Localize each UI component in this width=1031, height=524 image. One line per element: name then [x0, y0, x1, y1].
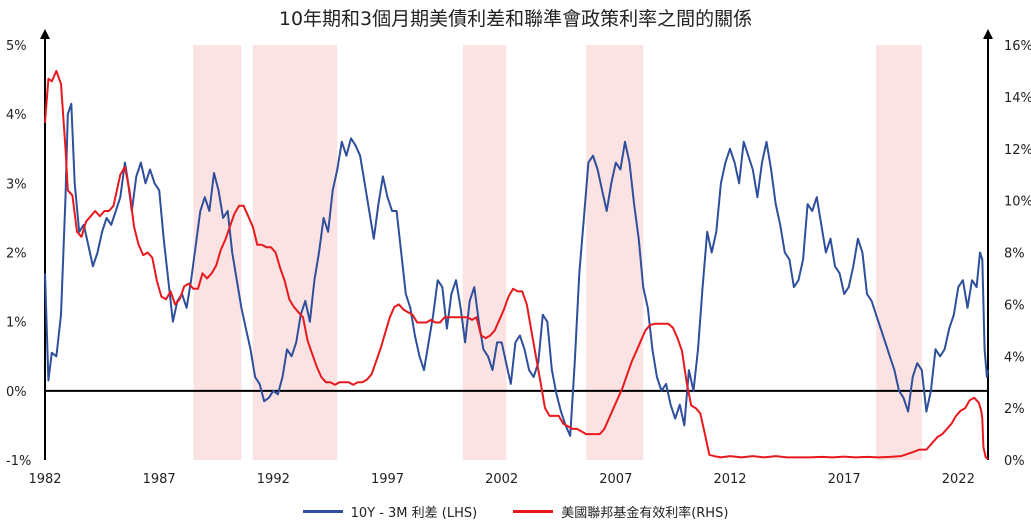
left-tick-label: 4%	[6, 108, 27, 123]
right-axis-arrow	[983, 29, 993, 39]
legend-label-spread: 10Y - 3M 利差 (LHS)	[350, 506, 478, 521]
x-tick-label: 2012	[713, 472, 746, 487]
legend-item-fed-funds: 美國聯邦基金有效利率(RHS)	[513, 502, 728, 521]
left-tick-label: 2%	[6, 247, 27, 262]
series-line-spread	[44, 102, 989, 437]
left-tick-label: -1%	[6, 454, 31, 469]
right-tick-label: 0%	[1004, 454, 1025, 469]
chart-title: 10年期和3個月期美債利差和聯準會政策利率之間的關係	[278, 8, 753, 30]
x-tick-label: 2017	[828, 472, 861, 487]
legend-swatch-spread	[302, 510, 343, 513]
x-tick-label: 2002	[485, 472, 518, 487]
right-tick-label: 14%	[1004, 91, 1031, 106]
right-tick-label: 8%	[1004, 247, 1025, 262]
shade-band-0	[193, 45, 242, 460]
legend-item-spread: 10Y - 3M 利差 (LHS)	[302, 502, 478, 521]
shade-band-2	[462, 45, 507, 460]
right-tick-label: 2%	[1004, 402, 1025, 417]
x-tick-label: 1997	[371, 472, 404, 487]
series-line-fed-funds	[44, 69, 989, 460]
right-tick-label: 10%	[1004, 195, 1031, 210]
left-tick-label: 5%	[6, 39, 27, 54]
legend-swatch-fed-funds	[513, 510, 554, 513]
left-axis-arrow	[40, 29, 50, 39]
shade-band-3	[586, 45, 644, 460]
x-tick-label: 1982	[28, 472, 61, 487]
left-tick-label: 3%	[6, 177, 27, 192]
shade-band-4	[876, 45, 922, 460]
left-tick-label: 1%	[6, 316, 27, 331]
legend-label-fed-funds: 美國聯邦基金有效利率(RHS)	[561, 506, 729, 521]
series-lines	[44, 69, 989, 460]
left-tick-label: 0%	[6, 385, 27, 400]
x-tick-label: 2022	[942, 472, 975, 487]
right-tick-label: 4%	[1004, 350, 1025, 365]
x-tick-label: 2007	[599, 472, 632, 487]
x-tick-label: 1992	[257, 472, 290, 487]
axes	[40, 29, 993, 460]
x-tick-label: 1987	[143, 472, 176, 487]
chart-plot-area: -1% 0% 1% 2% 3% 4% 5% 0% 2% 4% 6% 8% 10% 12% 14% 16% 198…	[6, 29, 1031, 487]
right-tick-label: 6%	[1004, 298, 1025, 313]
right-tick-label: 16%	[1004, 39, 1031, 54]
tick-labels: -1% 0% 1% 2% 3% 4% 5% 0% 2% 4% 6% 8% 10% 12% 14% 16% 198…	[6, 39, 1031, 487]
shade-band-1	[252, 45, 338, 460]
legend: 10Y - 3M 利差 (LHS) 美國聯邦基金有效利率(RHS)	[0, 502, 1031, 521]
right-tick-label: 12%	[1004, 143, 1031, 158]
